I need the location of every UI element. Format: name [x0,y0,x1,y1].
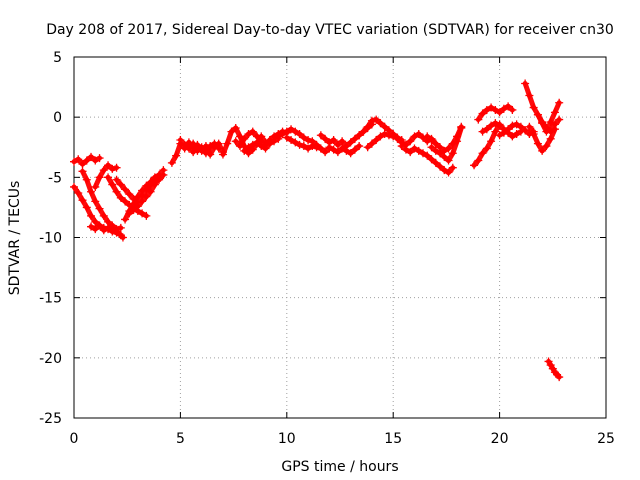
data-point [116,223,125,232]
axis-tick-labels: 0 5 10 15 20 25 5 0 -5 -10 -15 -20 -25 [39,50,615,447]
series-segment-22 [363,130,398,152]
data-point [316,144,325,153]
data-point [142,211,151,220]
grid-lines [74,57,606,418]
data-points [70,79,564,382]
series-segment-4 [87,221,125,235]
data-point [159,166,168,175]
data-point [112,163,121,172]
data-point [508,105,517,114]
data-point-trail [548,126,558,142]
series-segment-34 [544,357,564,382]
data-point-trail [126,191,137,202]
data-point [457,122,466,131]
axis-ticks [73,56,607,419]
data-point [116,231,125,240]
x-axis-label: GPS time / hours [281,459,398,475]
data-point [555,115,564,124]
series-segment-11 [142,166,168,194]
y-axis-label: SDTVAR / TECUs [7,181,23,296]
series-segment-13 [176,136,223,158]
series-segment-1 [70,152,104,169]
chart-title: Day 208 of 2017, Sidereal Day-to-day VTE… [46,22,614,38]
series-segment-8 [112,175,138,203]
data-point-trail [156,172,166,183]
data-point [214,144,223,153]
data-point-trail [552,100,562,115]
data-point-trail [454,124,464,139]
y-tick-label: -20 [39,351,62,367]
series-segment-33 [533,110,564,136]
series-segment-28 [474,102,517,124]
y-tick-label: 0 [53,110,62,126]
series-segment-24 [397,142,457,177]
series-segment-5 [91,161,121,191]
series-segment-16 [240,134,283,155]
series-segment-20 [325,142,364,158]
y-tick-label: 5 [53,50,62,66]
y-tick-label: -10 [39,231,62,247]
series-segment-26 [423,122,466,155]
data-point [355,142,364,151]
x-tick-label: 20 [491,431,509,447]
y-tick-label: -5 [48,170,62,186]
series-segment-10 [133,170,168,206]
data-point-trail [552,117,562,127]
data-point-trail [446,165,456,176]
data-point [555,373,564,382]
data-point-trail [211,141,222,151]
x-tick-label: 25 [597,431,615,447]
x-tick-label: 15 [384,431,402,447]
x-tick-label: 5 [176,431,185,447]
data-point-trail [156,167,166,178]
data-point [555,98,564,107]
data-point [129,194,138,203]
data-point [448,163,457,172]
series-segment-32 [525,122,559,155]
x-tick-label: 0 [70,431,79,447]
y-tick-label: -15 [39,291,62,307]
x-tick-label: 10 [278,431,296,447]
y-tick-label: -25 [39,411,62,427]
data-point [95,154,104,163]
series-segment-18 [282,133,325,153]
